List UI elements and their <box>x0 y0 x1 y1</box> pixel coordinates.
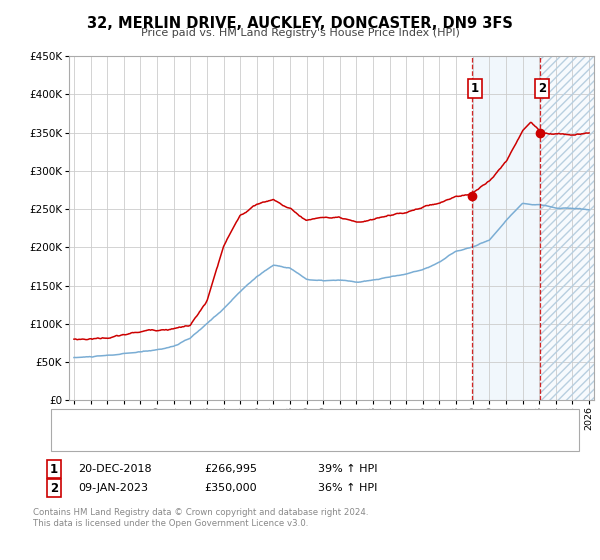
Text: 32, MERLIN DRIVE, AUCKLEY, DONCASTER, DN9 3FS: 32, MERLIN DRIVE, AUCKLEY, DONCASTER, DN… <box>87 16 513 31</box>
Text: 2: 2 <box>538 82 546 95</box>
Text: 36% ↑ HPI: 36% ↑ HPI <box>318 483 377 493</box>
Text: 1: 1 <box>470 82 479 95</box>
Text: 32, MERLIN DRIVE, AUCKLEY, DONCASTER, DN9 3FS (detached house): 32, MERLIN DRIVE, AUCKLEY, DONCASTER, DN… <box>99 417 464 426</box>
Text: 39% ↑ HPI: 39% ↑ HPI <box>318 464 377 474</box>
Text: Contains HM Land Registry data © Crown copyright and database right 2024.
This d: Contains HM Land Registry data © Crown c… <box>33 508 368 528</box>
Text: 2: 2 <box>50 482 58 495</box>
Bar <box>539 56 598 400</box>
Text: Price paid vs. HM Land Registry's House Price Index (HPI): Price paid vs. HM Land Registry's House … <box>140 28 460 38</box>
Text: 1: 1 <box>50 463 58 476</box>
Bar <box>472 56 539 400</box>
Bar <box>539 56 598 400</box>
Text: 09-JAN-2023: 09-JAN-2023 <box>78 483 148 493</box>
Text: 20-DEC-2018: 20-DEC-2018 <box>78 464 152 474</box>
Text: HPI: Average price, detached house, Doncaster: HPI: Average price, detached house, Donc… <box>99 434 346 444</box>
Text: £266,995: £266,995 <box>204 464 257 474</box>
Text: £350,000: £350,000 <box>204 483 257 493</box>
